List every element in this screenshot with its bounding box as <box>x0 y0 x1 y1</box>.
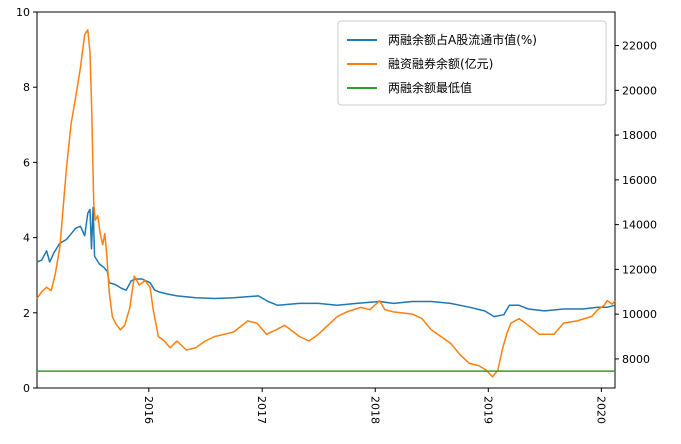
y-left-tick-label: 6 <box>23 156 30 169</box>
y-left-tick-label: 0 <box>23 382 30 395</box>
y-right-tick-label: 18000 <box>622 129 657 142</box>
y-right-tick-label: 12000 <box>622 263 657 276</box>
series-layer <box>36 29 616 378</box>
axis-layer: 0 2 4 6 8 10 8000 10000 12000 14000 16000 18000 2000… <box>16 6 657 424</box>
y-right-tick-label: 14000 <box>622 219 657 232</box>
series-line-0 <box>36 206 616 318</box>
x-tick-label: 2019 <box>481 396 494 424</box>
y-left-tick-label: 2 <box>23 307 30 320</box>
y-right-tick-label: 20000 <box>622 84 657 97</box>
y-left-tick-label: 10 <box>16 6 30 19</box>
y-left-tick-label: 4 <box>23 232 30 245</box>
legend-label-2: 两融余额最低值 <box>388 80 472 95</box>
legend-box <box>337 20 607 106</box>
y-left-tick-label: 8 <box>23 81 30 94</box>
y-right-tick-label: 22000 <box>622 40 657 53</box>
x-tick-label: 2017 <box>255 396 268 424</box>
series-line-1 <box>36 29 616 378</box>
legend-label-0: 两融余额占A股流通市值(%) <box>388 32 537 47</box>
x-tick-label: 2018 <box>368 396 381 424</box>
legend: 两融余额占A股流通市值(%) 融资融券余额(亿元) 两融余额最低值 <box>337 20 607 106</box>
x-tick-label: 2016 <box>142 396 155 424</box>
y-right-tick-label: 8000 <box>622 353 650 366</box>
x-tick-label: 2020 <box>594 396 607 424</box>
y-right-tick-label: 10000 <box>622 308 657 321</box>
y-right-tick-label: 16000 <box>622 174 657 187</box>
legend-label-1: 融资融券余额(亿元) <box>388 56 493 71</box>
